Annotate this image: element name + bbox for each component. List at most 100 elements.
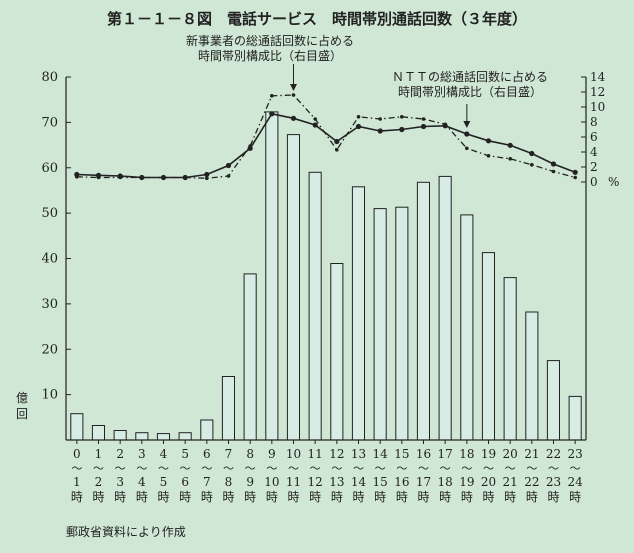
x-category-8: 8～9時: [244, 440, 256, 504]
bar-15: [395, 206, 409, 441]
left-tick-label-30: 30: [41, 297, 58, 312]
x-category-15: 15～16時: [394, 440, 409, 504]
series-1-point-17: [443, 122, 448, 127]
series-0-point-12: [334, 138, 340, 145]
x-label-start-13: 13: [351, 447, 366, 461]
series-0-point-16: [420, 123, 427, 130]
x-label-suffix-0: 時: [71, 490, 83, 504]
series-0-point-7: [225, 162, 232, 169]
left-tick-label-80: 80: [41, 70, 58, 85]
series-1-point-8: [248, 144, 252, 148]
x-label-suffix-18: 時: [461, 490, 473, 504]
x-category-5: 5～6時: [179, 440, 191, 504]
x-category-22: 22～23時: [546, 440, 561, 504]
x-label-suffix-19: 時: [482, 490, 494, 504]
x-label-suffix-17: 時: [439, 490, 451, 504]
bar-16: [416, 181, 430, 441]
bar-2: [113, 430, 127, 441]
annotation-1-line-0: ＮＴＴの総通話回数に占める: [392, 69, 548, 84]
right-tick-label-0: 0: [590, 175, 598, 189]
series-1-point-21: [530, 163, 534, 167]
x-category-14: 14～15時: [373, 440, 388, 504]
x-label-suffix-20: 時: [504, 490, 516, 504]
x-category-16: 16～17時: [416, 440, 431, 504]
x-label-suffix-15: 時: [396, 490, 408, 504]
series-1-point-4: [161, 175, 166, 180]
source-note: 郵政省資料により作成: [66, 525, 186, 539]
series-1-point-22: [551, 169, 556, 174]
series-1-point-23: [573, 175, 577, 180]
x-label-start-6: 6: [203, 447, 211, 461]
x-label-start-0: 0: [73, 447, 81, 461]
right-tick-label-8: 8: [590, 115, 598, 129]
x-category-9: 9～10時: [264, 440, 279, 504]
series-1-point-2: [118, 175, 122, 180]
bar-4: [156, 433, 170, 441]
series-1-point-19: [486, 154, 491, 158]
annotation-1-arrowhead: [463, 121, 471, 128]
x-label-start-20: 20: [503, 447, 518, 461]
x-label-suffix-2: 時: [114, 490, 126, 504]
x-label-sep-20: ～: [505, 462, 516, 475]
x-label-sep-17: ～: [440, 462, 451, 475]
x-label-sep-5: ～: [180, 462, 191, 475]
x-label-suffix-1: 時: [92, 490, 104, 504]
x-label-end-20: 21: [503, 475, 518, 489]
series-1-point-12: [335, 148, 339, 152]
bar-19: [481, 252, 495, 441]
x-label-end-18: 19: [459, 475, 474, 489]
x-label-end-11: 12: [308, 475, 323, 489]
x-label-start-5: 5: [181, 447, 189, 461]
x-category-12: 12～13時: [329, 440, 344, 504]
series-1-point-20: [508, 157, 512, 161]
x-category-11: 11～12時: [308, 440, 323, 504]
x-label-end-21: 22: [524, 475, 539, 489]
x-label-suffix-12: 時: [331, 490, 343, 504]
annotations-group: 新事業者の総通話回数に占める時間帯別構成比（右目盛）ＮＴＴの総通話回数に占める時…: [186, 33, 548, 128]
x-label-suffix-3: 時: [136, 490, 148, 504]
annotation-0-line-0: 新事業者の総通話回数に占める: [186, 33, 354, 48]
right-tick-label-14: 14: [590, 70, 606, 84]
bar-0: [70, 413, 84, 441]
x-label-end-23: 24: [568, 475, 584, 489]
series-1-point-13: [356, 115, 361, 119]
x-category-20: 20～21時: [503, 440, 518, 504]
x-category-4: 4～5時: [157, 440, 170, 504]
series-line-0: [76, 112, 576, 179]
bar-1: [91, 425, 106, 441]
bar-21: [525, 311, 539, 441]
bar-12: [330, 263, 344, 441]
right-tick-label-4: 4: [590, 145, 598, 159]
x-label-start-16: 16: [416, 447, 431, 461]
x-label-end-17: 18: [438, 475, 453, 489]
x-label-end-3: 4: [138, 475, 146, 489]
series-0-point-22: [550, 161, 557, 167]
x-label-suffix-13: 時: [352, 490, 364, 504]
x-label-sep-2: ～: [115, 462, 126, 475]
bar-9: [265, 111, 279, 441]
x-label-start-10: 10: [286, 447, 301, 461]
left-unit-char-0: 億: [16, 391, 28, 405]
x-label-start-21: 21: [524, 447, 539, 461]
x-label-end-4: 5: [160, 475, 168, 489]
x-label-end-6: 7: [203, 475, 211, 489]
x-label-sep-4: ～: [158, 462, 169, 475]
x-label-sep-10: ～: [288, 462, 299, 475]
bar-11: [308, 171, 322, 441]
bar-7: [221, 376, 235, 441]
x-label-end-19: 20: [481, 475, 496, 489]
bar-22: [546, 360, 561, 441]
x-label-sep-6: ～: [201, 462, 212, 475]
x-label-sep-13: ～: [353, 462, 364, 475]
series-1-point-14: [378, 117, 383, 121]
axes-group: 1020304050607080億回02468101214%0～1時1～2時2～…: [16, 70, 619, 504]
series-0-point-10: [290, 115, 297, 121]
right-tick-label-12: 12: [590, 85, 605, 99]
x-label-start-22: 22: [546, 447, 561, 461]
x-label-suffix-22: 時: [547, 490, 559, 504]
chart-title: 第１－１－８図 電話サービス 時間帯別通話回数（３年度）: [107, 10, 527, 28]
series-0-point-6: [204, 171, 210, 178]
x-label-end-15: 16: [394, 475, 409, 489]
annotation-0-arrowhead: [290, 84, 297, 91]
